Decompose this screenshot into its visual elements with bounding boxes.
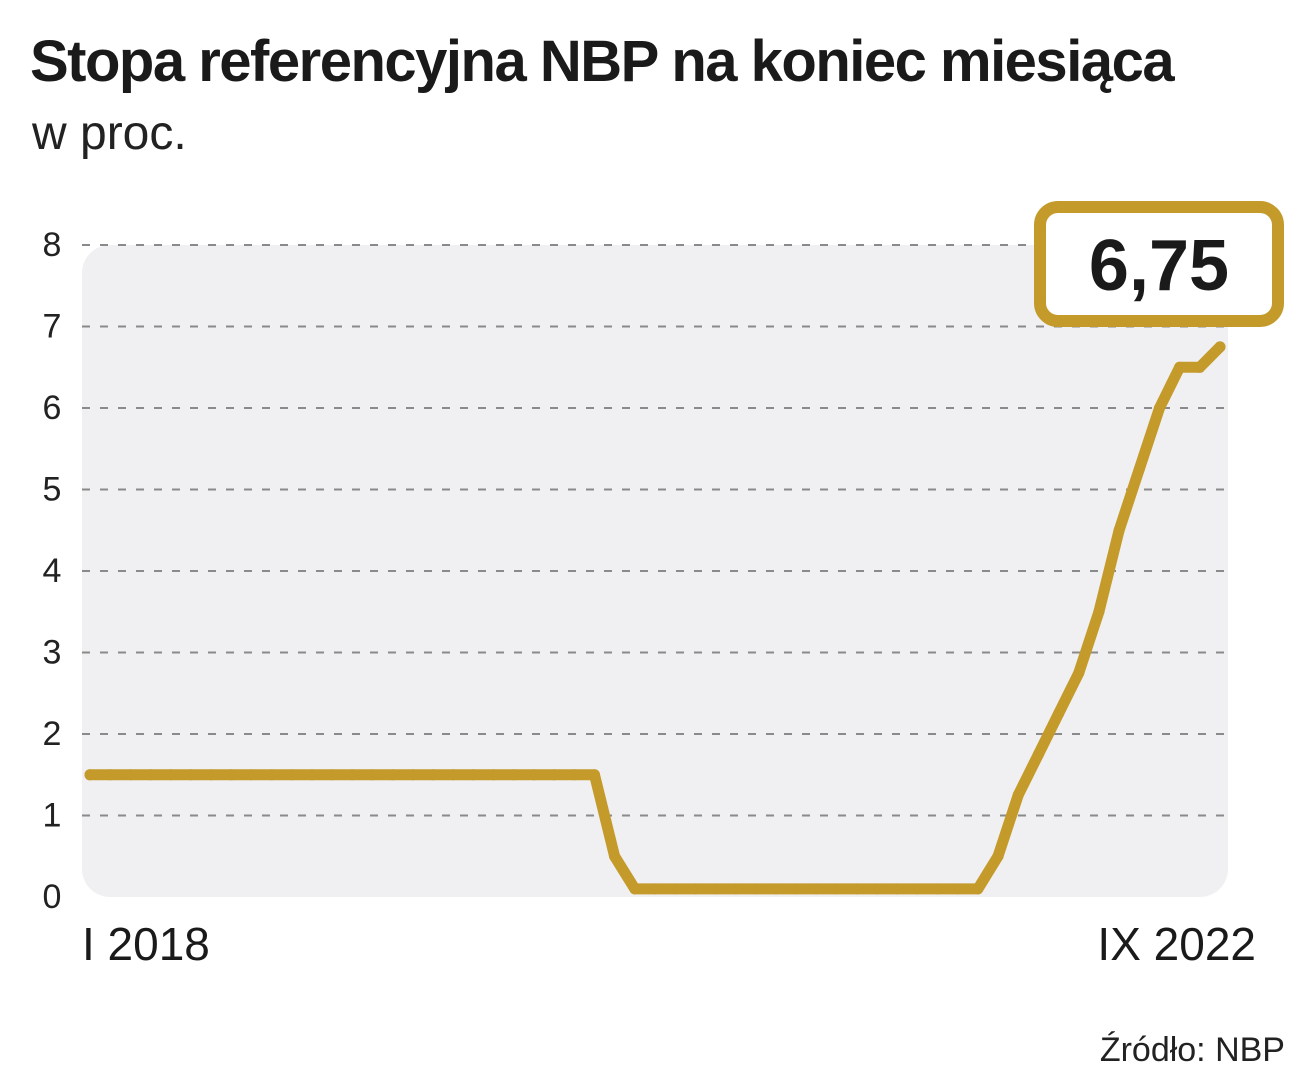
data-points <box>84 341 1226 895</box>
y-tick-label: 0 <box>43 878 62 916</box>
data-point <box>992 850 1004 862</box>
data-point <box>266 769 278 781</box>
data-point <box>528 769 540 781</box>
data-point <box>124 769 136 781</box>
y-tick-label: 1 <box>43 797 62 835</box>
data-point <box>790 883 802 895</box>
data-point <box>851 883 863 895</box>
data-point <box>689 883 701 895</box>
y-tick-label: 7 <box>43 308 62 346</box>
data-point <box>427 769 439 781</box>
data-point <box>669 883 681 895</box>
data-point <box>1133 463 1145 475</box>
data-point <box>1073 667 1085 679</box>
data-point <box>1032 748 1044 760</box>
data-point <box>306 769 318 781</box>
y-axis-ticks: 0 1 2 3 4 5 6 7 8 <box>43 226 62 916</box>
data-point <box>508 769 520 781</box>
data-point <box>387 769 399 781</box>
y-tick-label: 4 <box>43 552 62 590</box>
data-point <box>84 769 96 781</box>
data-point <box>750 883 762 895</box>
data-point <box>730 883 742 895</box>
data-point <box>952 883 964 895</box>
data-point <box>488 769 500 781</box>
data-point <box>245 769 257 781</box>
y-tick-label: 2 <box>43 715 62 753</box>
data-point <box>972 883 984 895</box>
data-point <box>1174 361 1186 373</box>
x-axis-start-label: I 2018 <box>82 918 210 970</box>
data-point <box>871 883 883 895</box>
chart-subtitle: w proc. <box>32 107 187 160</box>
data-point <box>1154 402 1165 414</box>
data-point <box>447 769 459 781</box>
data-point <box>770 883 782 895</box>
data-point <box>629 883 641 895</box>
data-point <box>1113 524 1125 536</box>
data-point <box>205 769 217 781</box>
y-tick-label: 8 <box>43 226 62 264</box>
plot-background <box>82 245 1228 897</box>
data-point <box>548 769 560 781</box>
data-point <box>467 769 479 781</box>
data-point <box>185 769 197 781</box>
data-point <box>326 769 338 781</box>
data-point <box>1093 606 1105 618</box>
data-point <box>609 850 621 862</box>
y-tick-label: 5 <box>43 471 62 509</box>
data-point <box>104 769 116 781</box>
data-point <box>1053 708 1065 720</box>
data-point <box>891 883 903 895</box>
x-axis-end-label: IX 2022 <box>1097 918 1256 970</box>
y-tick-label: 3 <box>43 634 62 672</box>
source-note: Źródło: NBP <box>1099 1031 1285 1069</box>
data-point <box>286 769 298 781</box>
data-point <box>346 769 358 781</box>
data-point <box>1194 361 1206 373</box>
data-point <box>225 769 237 781</box>
data-point <box>810 883 822 895</box>
data-point <box>407 769 419 781</box>
data-point <box>831 883 843 895</box>
data-point <box>367 769 378 781</box>
callout-box <box>1034 201 1284 327</box>
data-point <box>165 769 177 781</box>
y-tick-label: 6 <box>43 389 62 427</box>
chart-title: Stopa referencyjna NBP na koniec miesiąc… <box>30 29 1175 94</box>
data-point <box>589 769 600 781</box>
data-point <box>911 883 923 895</box>
callout: 6,75 <box>1034 201 1284 327</box>
data-point <box>568 769 580 781</box>
callout-value: 6,75 <box>1089 226 1229 306</box>
data-point <box>710 883 721 895</box>
data-point <box>1012 789 1024 801</box>
data-point <box>1214 341 1226 353</box>
data-point <box>932 883 943 895</box>
data-point <box>145 769 156 781</box>
data-point <box>649 883 661 895</box>
